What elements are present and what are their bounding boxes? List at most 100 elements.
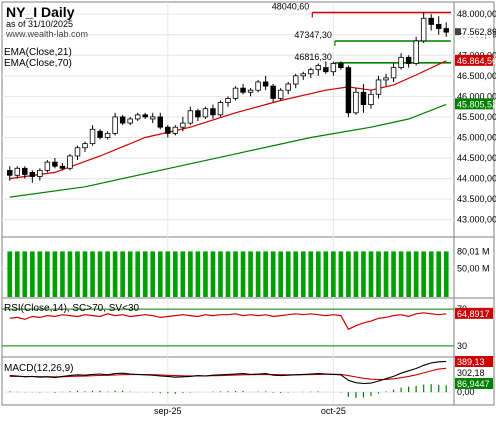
volume-bar bbox=[97, 251, 103, 297]
candle-body bbox=[22, 167, 28, 175]
macd-tick-label: 0,00 bbox=[457, 387, 475, 397]
volume-bar bbox=[300, 251, 306, 297]
volume-bar bbox=[443, 251, 449, 297]
volume-bar bbox=[218, 251, 223, 297]
candle-body bbox=[217, 102, 224, 116]
candle-body bbox=[413, 40, 419, 64]
candle-body bbox=[142, 114, 148, 118]
ema21-label: EMA(Close,21) bbox=[4, 47, 72, 58]
volume-bar bbox=[315, 251, 321, 297]
rsi-title: RSI(Close,14), SC>70, SV<30 bbox=[4, 303, 140, 314]
candle-body bbox=[232, 87, 239, 99]
price-tick-label: 43.500,00 bbox=[457, 194, 496, 204]
candle-body bbox=[330, 63, 337, 73]
volume-bar bbox=[75, 251, 80, 297]
volume-bar bbox=[225, 251, 231, 297]
volume-bar bbox=[413, 251, 419, 297]
candle-body bbox=[157, 116, 164, 128]
candle-body bbox=[338, 63, 344, 68]
candle-body bbox=[44, 161, 51, 171]
price-tick-label: 48.000,00 bbox=[457, 9, 496, 19]
candle-body bbox=[134, 114, 141, 120]
macd-signal-tag-bg bbox=[455, 367, 493, 378]
asof-date: as of 31/10/2025 bbox=[6, 19, 73, 29]
volume-last-tag-bg bbox=[455, 245, 493, 257]
volume-bar bbox=[135, 251, 141, 297]
volume-bar bbox=[195, 251, 201, 297]
price-tick-label: 45.000,00 bbox=[457, 132, 496, 142]
volume-bar bbox=[142, 251, 148, 297]
volume-bar bbox=[285, 251, 291, 297]
volume-bar bbox=[346, 251, 351, 297]
candle-body bbox=[165, 126, 171, 134]
candle-body bbox=[255, 81, 261, 91]
candle-body bbox=[443, 28, 449, 33]
candle-body bbox=[405, 56, 412, 64]
x-tick-label: oct-25 bbox=[321, 406, 346, 416]
volume-bar bbox=[255, 251, 261, 297]
volume-bar bbox=[240, 251, 246, 297]
volume-bar bbox=[270, 251, 276, 297]
candle-body bbox=[195, 110, 201, 118]
volume-bar bbox=[7, 251, 13, 297]
rsi-tick-label: 30 bbox=[457, 341, 467, 351]
candle-body bbox=[29, 172, 36, 177]
x-tick-label: sep-25 bbox=[154, 406, 182, 416]
candle-body bbox=[353, 91, 359, 114]
price-tick-label: 43.000,00 bbox=[457, 215, 496, 225]
volume-bar bbox=[338, 251, 344, 297]
macd-value-tag-bg bbox=[455, 356, 493, 367]
ema70-line bbox=[9, 103, 447, 198]
price-tick-label: 46.000,00 bbox=[457, 91, 496, 101]
price-level-label: 46816,30 bbox=[294, 52, 332, 62]
candle-body bbox=[435, 24, 442, 29]
candle-body bbox=[345, 67, 352, 114]
last-price-tag-bg bbox=[455, 26, 493, 38]
volume-bar bbox=[421, 251, 426, 297]
candle-body bbox=[285, 83, 291, 91]
candle-body bbox=[300, 73, 306, 77]
volume-bar bbox=[308, 251, 314, 297]
candle-body bbox=[390, 67, 397, 79]
volume-bar bbox=[14, 251, 20, 297]
volume-bar bbox=[353, 251, 359, 297]
volume-bar bbox=[263, 251, 268, 297]
chart-title: NY_I Daily bbox=[6, 4, 75, 20]
candle-body bbox=[360, 91, 367, 105]
volume-bar bbox=[30, 251, 35, 297]
ema21-value-tag-bg bbox=[455, 54, 493, 66]
candle-body bbox=[270, 85, 276, 99]
macd-hist-tag: 86,9447 bbox=[457, 379, 490, 389]
volume-bar bbox=[233, 251, 238, 297]
volume-bar bbox=[436, 251, 442, 297]
volume-bar bbox=[406, 251, 411, 297]
price-tick-label: 44.500,00 bbox=[457, 153, 496, 163]
candle-body bbox=[74, 147, 81, 157]
rsi-last-tag: 64,8917 bbox=[457, 309, 490, 319]
macd-line bbox=[9, 360, 447, 385]
candle-body bbox=[180, 122, 186, 128]
candle-body bbox=[7, 169, 13, 176]
volume-bar bbox=[248, 251, 253, 297]
macd-signal-tag: 302,18 bbox=[457, 368, 485, 378]
volume-bar bbox=[376, 251, 381, 297]
candle-body bbox=[240, 87, 246, 93]
volume-bar bbox=[391, 251, 396, 297]
macd-value-tag: 389,13 bbox=[457, 357, 485, 367]
last-price-marker bbox=[455, 28, 460, 36]
candle-body bbox=[89, 128, 96, 145]
volume-bar bbox=[293, 251, 299, 297]
candle-body bbox=[37, 169, 43, 177]
ema70-value-tag-bg bbox=[455, 98, 493, 110]
volume-bar bbox=[331, 251, 336, 297]
volume-bar bbox=[150, 251, 156, 297]
candle-body bbox=[150, 116, 156, 120]
candle-body bbox=[323, 67, 329, 73]
volume-bar bbox=[120, 251, 125, 297]
volume-bar bbox=[22, 251, 28, 297]
volume-bar bbox=[383, 251, 389, 297]
candle-body bbox=[428, 17, 434, 25]
ema21-line bbox=[9, 60, 447, 180]
volume-bar bbox=[165, 251, 171, 297]
